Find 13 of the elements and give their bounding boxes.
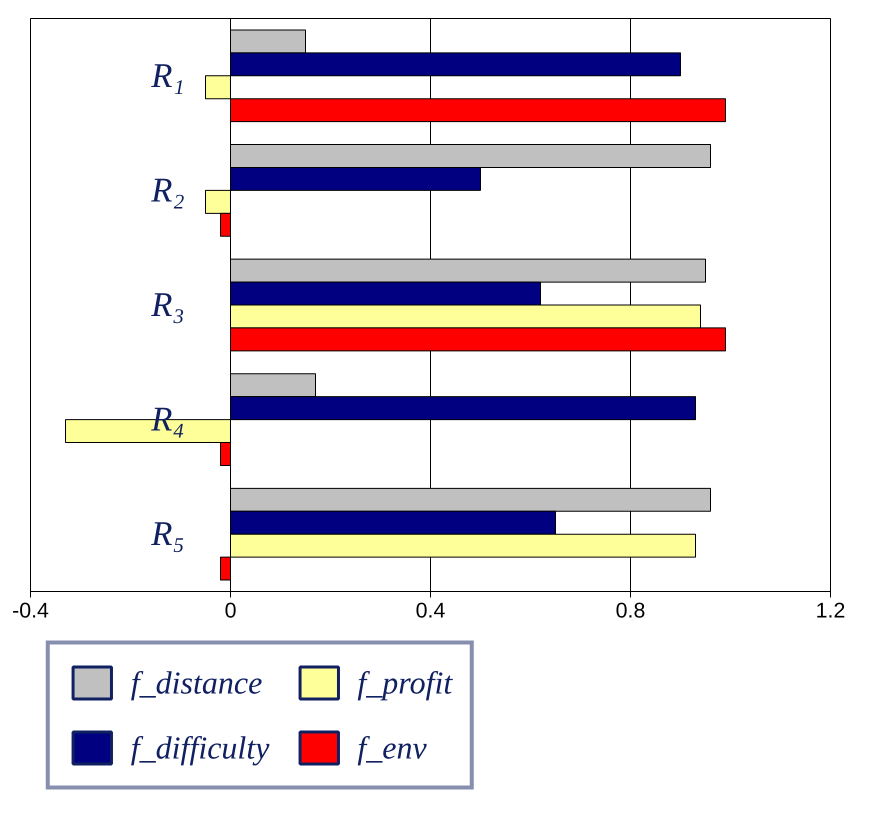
x-tick-label: 0.8 bbox=[616, 598, 646, 622]
x-tick-label: 0 bbox=[224, 598, 237, 622]
legend-label: f_env bbox=[357, 729, 427, 766]
legend-label: f_difficulty bbox=[130, 729, 270, 766]
x-tick-label: 0.4 bbox=[416, 598, 446, 622]
legend-label: f_profit bbox=[357, 664, 452, 701]
x-tick-label: 1.2 bbox=[816, 598, 846, 622]
y-tick-label: R₅ bbox=[150, 515, 184, 554]
y-tick-label: R₂ bbox=[150, 171, 184, 210]
x-tick-label: -0.4 bbox=[12, 598, 50, 622]
y-tick-label: R₃ bbox=[150, 286, 184, 324]
y-tick-label: R₁ bbox=[150, 56, 184, 95]
legend-label: f_distance bbox=[130, 664, 262, 701]
